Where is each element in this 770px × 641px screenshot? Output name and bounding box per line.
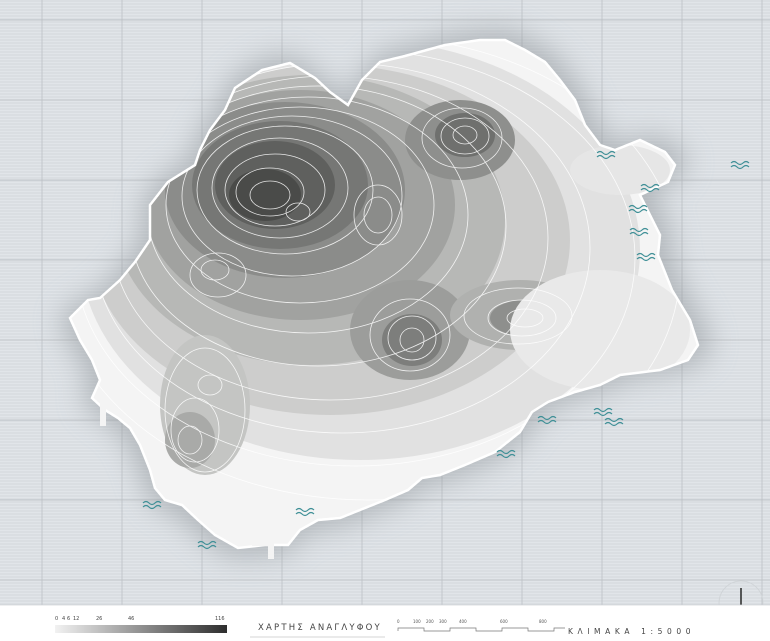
water-symbols (142, 150, 750, 550)
scale-tick-label: 200 (426, 619, 434, 624)
wave-icon (295, 507, 315, 517)
wave-icon (197, 540, 217, 550)
harbour-piers (100, 404, 274, 559)
legend-tick-label: 116 (215, 616, 225, 622)
legend-tick-label: 26 (96, 616, 102, 622)
scale-bar (397, 627, 565, 632)
wave-icon (142, 500, 162, 510)
legend-tick-label: 6 (67, 616, 70, 622)
wave-icon (636, 252, 656, 262)
elevation-shading (80, 40, 690, 475)
wave-icon (640, 183, 660, 193)
wave-icon (596, 150, 616, 160)
scale-tick-label: 800 (539, 619, 547, 624)
legend-strip (0, 605, 770, 641)
legend-tick-label: 0 (55, 616, 58, 622)
elevation-legend: 0 4 6 12 26 46 116 (55, 616, 227, 633)
wave-icon (537, 415, 557, 425)
scale-tick-labels: 0 100 200 300 400 600 800 (397, 619, 547, 624)
legend-tick-label: 46 (128, 616, 134, 622)
scale-tick-label: 600 (500, 619, 508, 624)
scale-tick-label: 400 (459, 619, 467, 624)
map-title: ΧΑΡΤΗΣ ΑΝΑΓΛΥΦΟΥ (258, 623, 382, 633)
wave-icon (628, 204, 648, 214)
wave-icon (593, 407, 613, 417)
wave-icon (730, 160, 750, 170)
wave-icon (629, 227, 649, 237)
wave-icon (604, 417, 624, 427)
legend-tick-label: 12 (73, 616, 79, 622)
wave-icon (496, 449, 516, 459)
scale-tick-label: 300 (439, 619, 447, 624)
scale-label: ΚΛΙΜΑΚΑ 1:5000 (568, 627, 695, 636)
elevation-color-ramp (55, 625, 227, 633)
scale-tick-label: 0 (397, 619, 400, 624)
scale-tick-label: 100 (413, 619, 421, 624)
legend-tick-label: 4 (62, 616, 65, 622)
